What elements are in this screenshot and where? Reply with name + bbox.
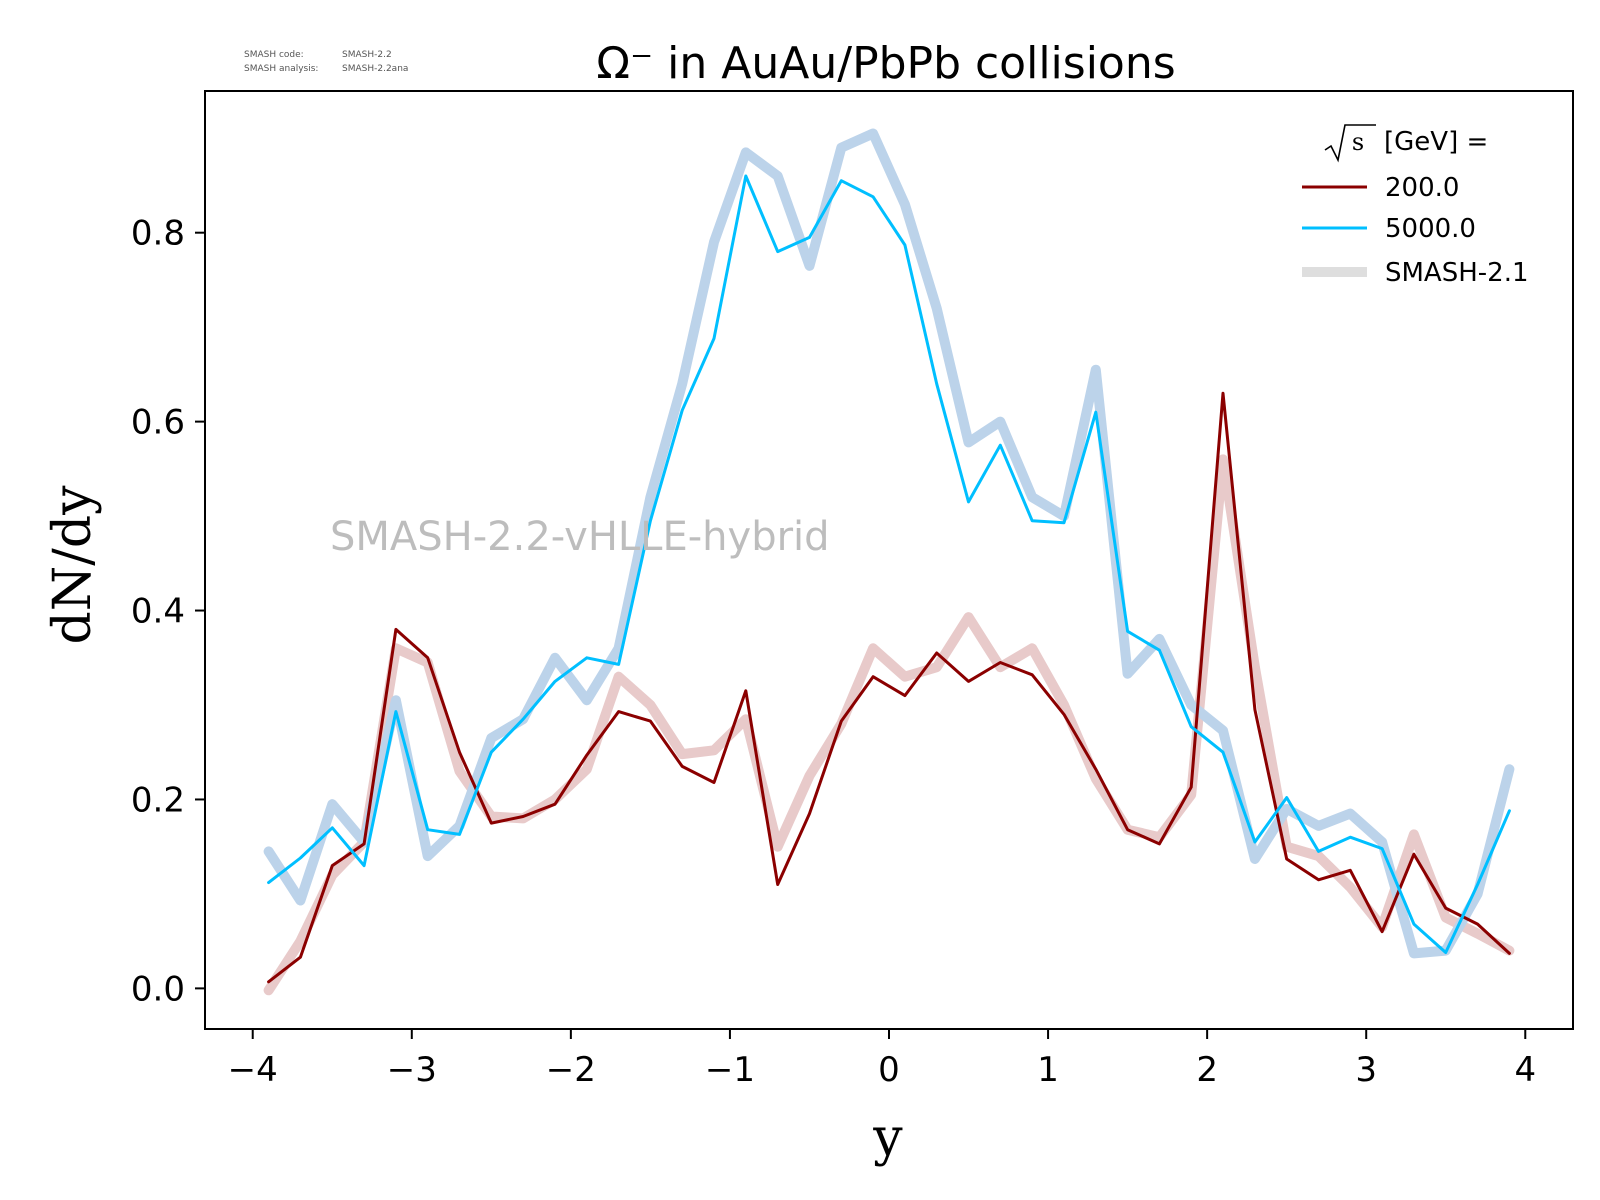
series-line-200-0 [267,391,1511,984]
legend-label-smash21: SMASH-2.1 [1385,258,1529,288]
y-tick-label: 0.8 [131,214,185,254]
x-tick-label: −3 [387,1050,437,1090]
x-tick-label: −2 [546,1050,596,1090]
series-line-5000-0 [267,174,1511,954]
watermark: SMASH-2.2-vHLLE-hybrid [330,514,830,560]
y-tick-label: 0.4 [131,592,185,632]
x-axis-title: y [872,1108,903,1168]
legend-label-200: 200.0 [1385,173,1459,203]
sqrt-icon [1324,124,1376,163]
legend-title-symbol: s [1352,128,1364,156]
y-axis-title: dN/dy [43,485,103,645]
x-tick-label: 1 [1037,1050,1059,1090]
x-ticks: −4 −3 −2 −1 0 1 2 3 4 [228,1029,1536,1090]
series-layer [263,128,1515,996]
plot-area: −4 −3 −2 −1 0 1 2 3 4 0.0 0.2 0.4 0.6 0.8 [131,90,1574,1090]
analysis-label: SMASH analysis: [244,64,318,74]
x-tick-label: 0 [878,1050,900,1090]
legend-title-suffix: [GeV] = [1384,127,1488,157]
y-tick-label: 0.2 [131,780,185,820]
x-tick-label: −4 [228,1050,278,1090]
series-line-reference-5000-0 [263,128,1515,959]
y-tick-label: 0.6 [131,403,185,443]
chart-title: Ω⁻ in AuAu/PbPb collisions [596,38,1175,89]
legend-label-5000: 5000.0 [1385,214,1476,244]
x-tick-label: 3 [1355,1050,1377,1090]
code-label: SMASH code: [244,50,304,60]
x-tick-label: 2 [1196,1050,1218,1090]
x-tick-label: −1 [705,1050,755,1090]
plot-frame [204,90,1574,1030]
x-tick-label: 4 [1514,1050,1536,1090]
analysis-value: SMASH-2.2ana [342,64,408,74]
y-tick-label: 0.0 [131,969,185,1009]
code-value: SMASH-2.2 [342,50,392,60]
legend: s [GeV] = 200.0 5000.0 SMASH-2.1 [1302,124,1529,288]
legend-title: s [GeV] = [1324,124,1488,163]
y-ticks: 0.0 0.2 0.4 0.6 0.8 [131,214,205,1009]
